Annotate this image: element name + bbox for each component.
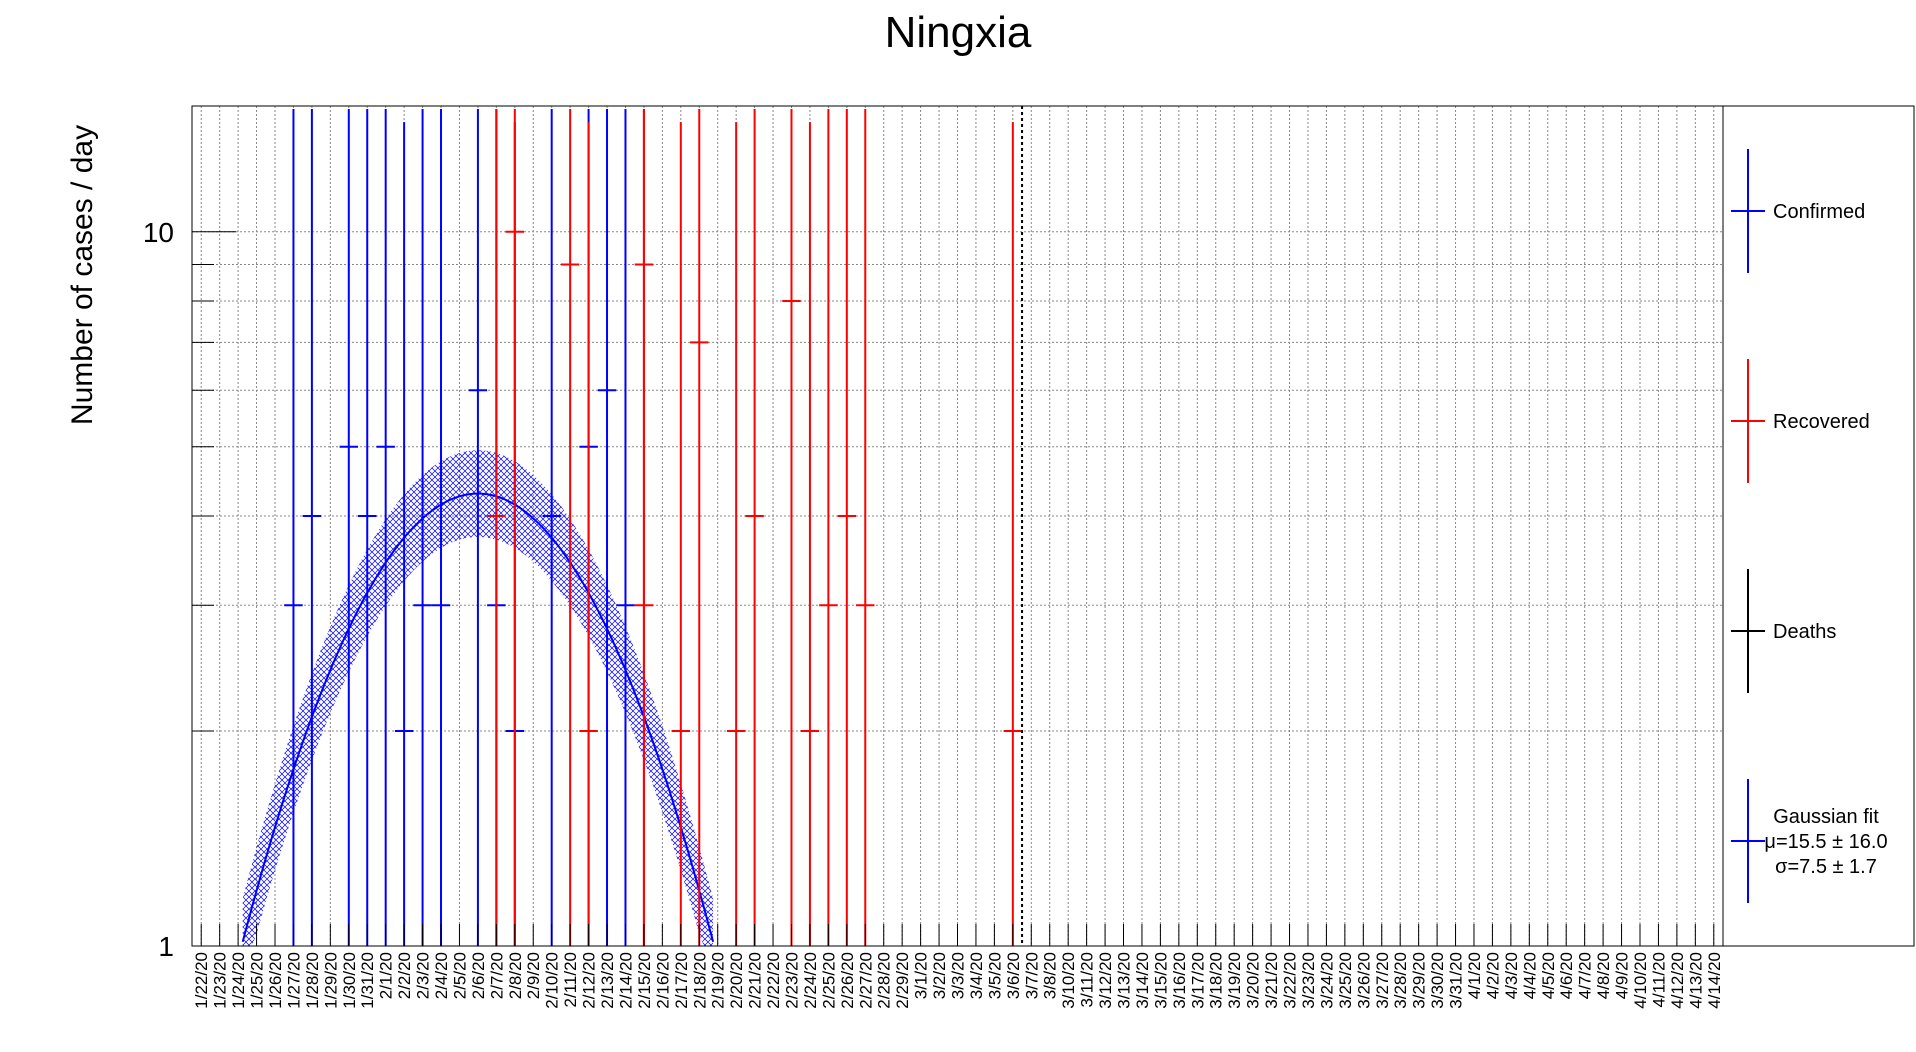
x-tick-label: 2/17/20 xyxy=(672,952,691,1009)
x-tick-label: 3/16/20 xyxy=(1170,952,1189,1009)
x-tick-label: 3/30/20 xyxy=(1428,952,1447,1009)
x-tick-label: 2/20/20 xyxy=(727,952,746,1009)
x-tick-label: 4/14/20 xyxy=(1705,952,1724,1009)
x-tick-label: 4/10/20 xyxy=(1631,952,1650,1009)
x-tick-label: 2/13/20 xyxy=(598,952,617,1009)
legend: Confirmed Recovered Deaths Gaussian fit μ=15… xyxy=(1722,105,1915,947)
x-tick-label: 3/5/20 xyxy=(985,952,1004,999)
chart-title: Ningxia xyxy=(885,8,1032,57)
x-tick-label: 3/18/20 xyxy=(1207,952,1226,1009)
x-tick-label: 2/1/20 xyxy=(377,952,396,999)
y-tick-label: 1 xyxy=(158,931,174,962)
legend-recovered-label: Recovered xyxy=(1773,411,1870,433)
x-tick-label: 4/5/20 xyxy=(1539,952,1558,999)
x-tick-label: 2/10/20 xyxy=(543,952,562,1009)
x-tick-label: 3/24/20 xyxy=(1317,952,1336,1009)
x-tick-label: 1/29/20 xyxy=(321,952,340,1009)
x-tick-label: 3/6/20 xyxy=(1004,952,1023,999)
x-tick-label: 4/8/20 xyxy=(1594,952,1613,999)
x-tick-label: 3/15/20 xyxy=(1151,952,1170,1009)
x-tick-label: 2/18/20 xyxy=(690,952,709,1009)
legend-gaussian-fit-label: μ=15.5 ± 16.0 xyxy=(1764,831,1887,853)
x-tick-label: 2/21/20 xyxy=(746,952,765,1009)
x-tick-label: 2/8/20 xyxy=(506,952,525,999)
x-tick-label: 4/13/20 xyxy=(1686,952,1705,1009)
x-tick-label: 2/11/20 xyxy=(561,952,580,1007)
x-tick-label: 2/22/20 xyxy=(764,952,783,1009)
x-tick-label: 3/11/20 xyxy=(1078,952,1097,1007)
x-tick-label: 4/9/20 xyxy=(1613,952,1632,999)
x-tick-label: 2/2/20 xyxy=(395,952,414,999)
fit-error-band xyxy=(242,450,714,946)
x-tick-label: 3/14/20 xyxy=(1133,952,1152,1009)
x-tick-label: 4/11/20 xyxy=(1649,952,1668,1007)
x-tick-label: 4/12/20 xyxy=(1668,952,1687,1009)
x-tick-label: 3/29/20 xyxy=(1410,952,1429,1009)
x-tick-label: 4/1/20 xyxy=(1465,952,1484,999)
x-tick-label: 2/15/20 xyxy=(635,952,654,1009)
x-tick-label: 3/25/20 xyxy=(1336,952,1355,1009)
x-tick-label: 1/24/20 xyxy=(229,952,248,1009)
x-tick-label: 3/19/20 xyxy=(1225,952,1244,1009)
x-tick-label: 3/7/20 xyxy=(1022,952,1041,999)
x-tick-label: 2/16/20 xyxy=(653,952,672,1009)
x-tick-label: 1/25/20 xyxy=(248,952,267,1009)
x-tick-label: 1/28/20 xyxy=(303,952,322,1009)
x-tick-label: 2/3/20 xyxy=(414,952,433,999)
x-tick-label: 2/27/20 xyxy=(856,952,875,1009)
x-tick-label: 1/22/20 xyxy=(192,952,211,1009)
x-tick-label: 2/29/20 xyxy=(893,952,912,1009)
x-tick-label: 3/2/20 xyxy=(930,952,949,999)
x-tick-label: 3/31/20 xyxy=(1447,952,1466,1009)
x-tick-label: 4/2/20 xyxy=(1483,952,1502,999)
legend-confirmed-label: Confirmed xyxy=(1773,201,1865,223)
x-tick-label: 2/12/20 xyxy=(580,952,599,1009)
x-tick-label: 3/1/20 xyxy=(912,952,931,999)
x-tick-label: 1/26/20 xyxy=(266,952,285,1009)
x-tick-label: 2/26/20 xyxy=(838,952,857,1009)
x-tick-label: 2/23/20 xyxy=(782,952,801,1009)
x-tick-label: 3/8/20 xyxy=(1041,952,1060,999)
legend-gaussian-fit-label: Gaussian fit xyxy=(1773,806,1879,828)
x-tick-label: 3/17/20 xyxy=(1188,952,1207,1009)
x-tick-label: 2/19/20 xyxy=(709,952,728,1009)
x-tick-label: 2/5/20 xyxy=(450,952,469,999)
x-tick-label: 3/4/20 xyxy=(967,952,986,999)
x-tick-label: 1/23/20 xyxy=(211,952,230,1009)
y-tick-label: 10 xyxy=(143,217,174,248)
x-tick-label: 3/21/20 xyxy=(1262,952,1281,1009)
x-tick-label: 3/27/20 xyxy=(1373,952,1392,1009)
x-tick-label: 2/4/20 xyxy=(432,952,451,999)
x-tick-label: 1/31/20 xyxy=(358,952,377,1009)
x-tick-label: 3/26/20 xyxy=(1354,952,1373,1009)
x-tick-label: 3/28/20 xyxy=(1391,952,1410,1009)
x-tick-label: 3/20/20 xyxy=(1244,952,1263,1009)
x-tick-label: 4/4/20 xyxy=(1520,952,1539,999)
x-tick-label: 2/28/20 xyxy=(875,952,894,1009)
x-tick-label: 3/22/20 xyxy=(1281,952,1300,1009)
x-tick-label: 2/7/20 xyxy=(487,952,506,999)
x-tick-label: 2/24/20 xyxy=(801,952,820,1009)
x-tick-label: 4/7/20 xyxy=(1576,952,1595,999)
x-tick-label: 3/10/20 xyxy=(1059,952,1078,1009)
x-tick-label: 3/3/20 xyxy=(949,952,968,999)
x-tick-label: 2/25/20 xyxy=(819,952,838,1009)
x-tick-label: 2/14/20 xyxy=(616,952,635,1009)
x-tick-label: 1/30/20 xyxy=(340,952,359,1009)
x-tick-label: 1/27/20 xyxy=(284,952,303,1009)
legend-gaussian-fit-label: σ=7.5 ± 1.7 xyxy=(1775,856,1877,878)
x-tick-label: 2/9/20 xyxy=(524,952,543,999)
axes: 1/22/20 1/23/20 1/24/20 1/25/20 1/26/20 1/27/… xyxy=(143,105,1724,1009)
series-layer xyxy=(284,106,1024,946)
y-axis-label: Number of cases / day xyxy=(66,125,99,425)
x-tick-label: 3/13/20 xyxy=(1115,952,1134,1009)
legend-box xyxy=(1722,105,1915,947)
x-tick-label: 3/12/20 xyxy=(1096,952,1115,1009)
x-tick-label: 4/6/20 xyxy=(1557,952,1576,999)
x-tick-label: 2/6/20 xyxy=(469,952,488,999)
x-tick-label: 3/23/20 xyxy=(1299,952,1318,1009)
x-tick-label: 4/3/20 xyxy=(1502,952,1521,999)
legend-deaths-label: Deaths xyxy=(1773,621,1836,643)
